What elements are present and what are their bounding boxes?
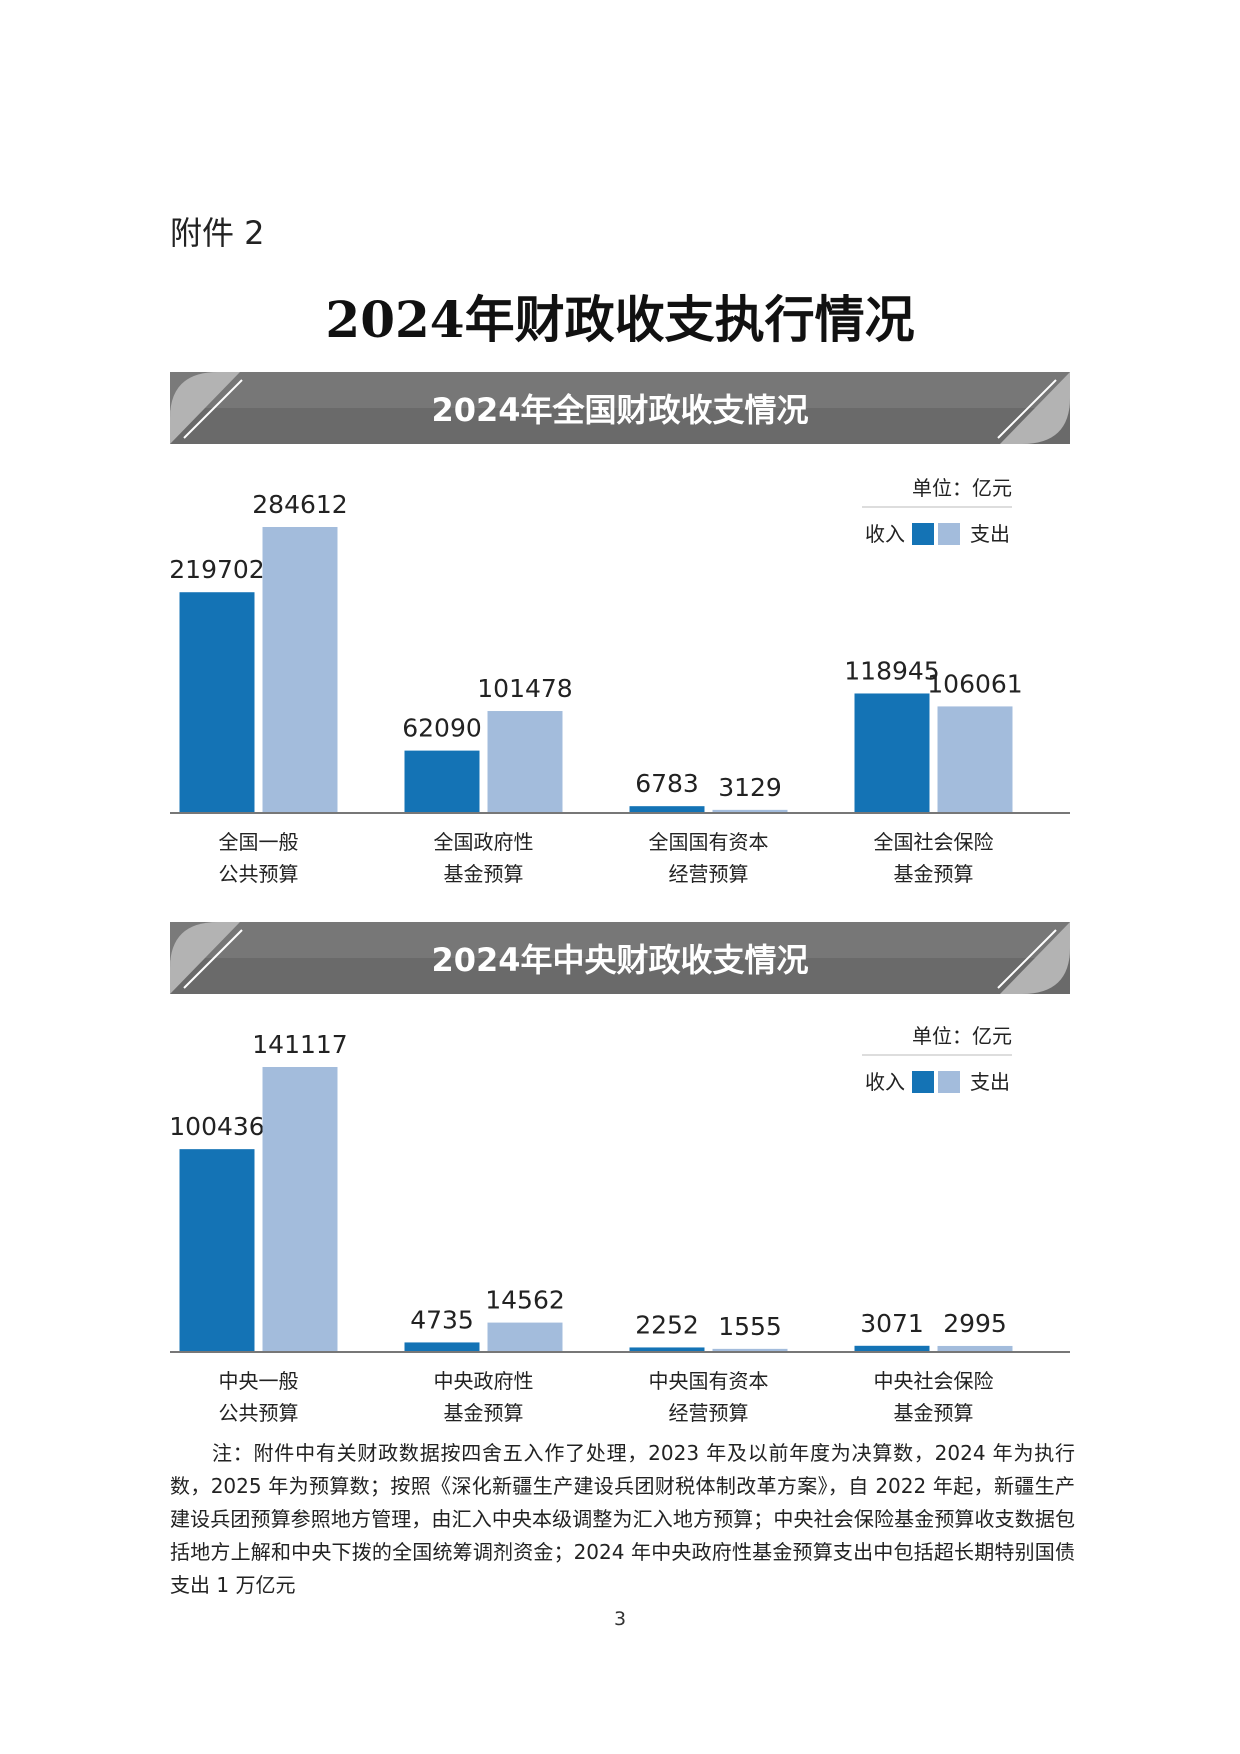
income-value-label: 100436 bbox=[169, 1112, 264, 1141]
income-bar bbox=[179, 1149, 255, 1352]
legend-income-label: 收入 bbox=[865, 522, 905, 546]
category-label: 基金预算 bbox=[444, 862, 524, 886]
expenditure-value-label: 3129 bbox=[718, 773, 782, 802]
expenditure-bar bbox=[712, 1348, 788, 1352]
income-value-label: 6783 bbox=[635, 769, 699, 798]
income-bar bbox=[179, 592, 255, 813]
income-value-label: 2252 bbox=[635, 1310, 699, 1339]
legend-income-swatch bbox=[912, 523, 934, 545]
category-label: 中央一般 bbox=[219, 1369, 299, 1393]
legend-expenditure-swatch bbox=[938, 1071, 960, 1093]
category-label: 全国一般 bbox=[219, 830, 299, 854]
income-value-label: 4735 bbox=[410, 1305, 474, 1334]
category-label: 基金预算 bbox=[894, 1401, 974, 1425]
banner-left-accent bbox=[170, 922, 240, 994]
category-label: 公共预算 bbox=[219, 1401, 299, 1425]
income-value-label: 219702 bbox=[169, 555, 264, 584]
bar-group: 4735 14562 中央政府性基金预算 bbox=[404, 1286, 565, 1425]
footnote: 注：附件中有关财政数据按四舍五入作了处理，2023 年及以前年度为决算数，202… bbox=[170, 1441, 1075, 1597]
banner-left-accent bbox=[170, 372, 240, 444]
banner-left-stripe bbox=[183, 379, 243, 439]
expenditure-value-label: 284612 bbox=[252, 490, 347, 519]
banner-left-stripe bbox=[183, 929, 243, 989]
expenditure-value-label: 2995 bbox=[943, 1309, 1007, 1338]
attachment-label: 附件 2 bbox=[170, 214, 265, 252]
expenditure-bar bbox=[937, 1345, 1013, 1352]
expenditure-bar bbox=[487, 1322, 563, 1352]
banner-right-accent bbox=[1000, 922, 1070, 994]
category-label: 中央社会保险 bbox=[874, 1369, 994, 1393]
expenditure-bar bbox=[712, 809, 788, 813]
category-label: 基金预算 bbox=[894, 862, 974, 886]
expenditure-value-label: 1555 bbox=[718, 1312, 782, 1341]
category-label: 全国政府性 bbox=[434, 830, 534, 854]
income-bar bbox=[854, 1345, 930, 1352]
central-fiscal-chart: 2024年中央财政收支情况单位：亿元 收入 支出 100436 141117 中央一般公共… bbox=[0, 922, 1240, 1432]
expenditure-value-label: 14562 bbox=[485, 1286, 565, 1315]
income-bar bbox=[404, 750, 480, 813]
banner-top bbox=[170, 372, 1070, 418]
banner-right-stripe bbox=[997, 929, 1057, 989]
expenditure-value-label: 106061 bbox=[927, 669, 1022, 698]
income-value-label: 118945 bbox=[844, 656, 939, 685]
category-label: 全国国有资本 bbox=[649, 830, 769, 854]
legend-income-swatch bbox=[912, 1071, 934, 1093]
legend-expenditure-swatch bbox=[938, 523, 960, 545]
national-fiscal-chart: 2024年全国财政收支情况单位：亿元 收入 支出 219702 284612 全国一般公共… bbox=[0, 372, 1240, 902]
banner-right-stripe bbox=[997, 379, 1057, 439]
expenditure-bar bbox=[937, 706, 1013, 813]
title-banner: 2024年中央财政收支情况 bbox=[170, 922, 1070, 994]
legend-expenditure-label: 支出 bbox=[970, 522, 1010, 546]
category-label: 全国社会保险 bbox=[874, 830, 994, 854]
unit-label: 单位：亿元 bbox=[912, 1024, 1012, 1048]
expenditure-bar bbox=[262, 527, 338, 813]
income-value-label: 3071 bbox=[860, 1309, 924, 1338]
income-bar bbox=[629, 806, 705, 813]
category-label: 基金预算 bbox=[444, 1401, 524, 1425]
income-value-label: 62090 bbox=[402, 714, 482, 743]
legend-income-label: 收入 bbox=[865, 1070, 905, 1094]
expenditure-bar bbox=[487, 711, 563, 813]
legend-expenditure-label: 支出 bbox=[970, 1070, 1010, 1094]
category-label: 中央政府性 bbox=[434, 1369, 534, 1393]
category-label: 中央国有资本 bbox=[649, 1369, 769, 1393]
category-label: 经营预算 bbox=[669, 862, 749, 886]
chart-title: 2024年全国财政收支情况 bbox=[431, 391, 808, 429]
chart-title: 2024年中央财政收支情况 bbox=[431, 941, 808, 979]
bar-group: 3071 2995 中央社会保险基金预算 bbox=[854, 1309, 1013, 1425]
income-bar bbox=[854, 693, 930, 813]
income-bar bbox=[404, 1342, 480, 1352]
expenditure-value-label: 141117 bbox=[252, 1030, 347, 1059]
income-bar bbox=[629, 1347, 705, 1352]
page-number: 3 bbox=[613, 1608, 627, 1630]
title-banner: 2024年全国财政收支情况 bbox=[170, 372, 1070, 444]
banner-right-accent bbox=[1000, 372, 1070, 444]
expenditure-value-label: 101478 bbox=[477, 674, 572, 703]
page-title: 2024年财政收支执行情况 bbox=[325, 290, 915, 349]
category-label: 公共预算 bbox=[219, 862, 299, 886]
banner-top bbox=[170, 922, 1070, 968]
expenditure-bar bbox=[262, 1067, 338, 1352]
category-label: 经营预算 bbox=[669, 1401, 749, 1425]
unit-label: 单位：亿元 bbox=[912, 476, 1012, 500]
